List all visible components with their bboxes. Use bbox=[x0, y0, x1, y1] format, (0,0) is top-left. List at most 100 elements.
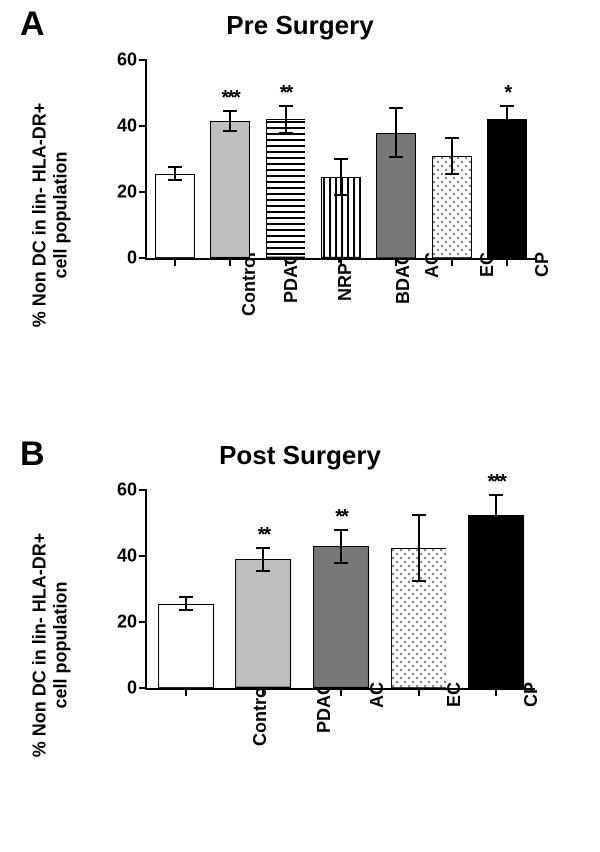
xtick bbox=[495, 688, 497, 696]
errorbar-stem bbox=[262, 548, 264, 571]
bar bbox=[235, 559, 291, 688]
bar bbox=[158, 604, 214, 688]
errorbar-cap bbox=[168, 179, 182, 181]
bar-slot: EC bbox=[380, 490, 458, 688]
errorbar-stem bbox=[451, 138, 453, 174]
ytick-label: 60 bbox=[97, 50, 137, 71]
xtick bbox=[506, 258, 508, 266]
ytick-label: 20 bbox=[97, 182, 137, 203]
ytick bbox=[139, 555, 147, 557]
panel-letter-a: A bbox=[20, 5, 45, 44]
ytick bbox=[139, 489, 147, 491]
errorbar-stem bbox=[340, 530, 342, 563]
xtick bbox=[340, 258, 342, 266]
bar-slot: NRPT** bbox=[258, 60, 313, 258]
ytick bbox=[139, 191, 147, 193]
bar-slot: BDAC bbox=[313, 60, 368, 258]
bar-slot: PDAC** bbox=[225, 490, 303, 688]
xtick-label: CP bbox=[521, 682, 542, 707]
ytick-label: 0 bbox=[97, 678, 137, 699]
errorbar-cap bbox=[445, 137, 459, 139]
ytick bbox=[139, 621, 147, 623]
errorbar-cap bbox=[389, 156, 403, 158]
bar bbox=[155, 174, 195, 258]
errorbar-cap bbox=[445, 173, 459, 175]
ytick bbox=[139, 257, 147, 259]
xtick bbox=[285, 258, 287, 266]
errorbar-cap bbox=[412, 514, 426, 516]
errorbar-stem bbox=[418, 515, 420, 581]
xtick bbox=[174, 258, 176, 266]
bar-slot: PDAC*** bbox=[202, 60, 257, 258]
xtick-label: CP bbox=[532, 252, 553, 277]
xtick bbox=[262, 688, 264, 696]
errorbar-cap bbox=[279, 105, 293, 107]
errorbar-cap bbox=[256, 570, 270, 572]
bar bbox=[210, 121, 250, 258]
errorbar-cap bbox=[223, 110, 237, 112]
errorbar-cap bbox=[500, 132, 514, 134]
bar bbox=[266, 119, 306, 258]
errorbar-stem bbox=[229, 111, 231, 131]
bar bbox=[487, 119, 527, 258]
bar-slot: Control bbox=[147, 60, 202, 258]
bar-slot: Control bbox=[147, 490, 225, 688]
bar-slot: EC bbox=[424, 60, 479, 258]
significance-marker: ** bbox=[258, 524, 270, 547]
xtick-label: Control bbox=[250, 682, 271, 746]
bar-slot: AC bbox=[369, 60, 424, 258]
xtick-label: NRPT bbox=[335, 252, 356, 301]
errorbar-cap bbox=[334, 158, 348, 160]
errorbar-cap bbox=[412, 580, 426, 582]
errorbar-stem bbox=[340, 159, 342, 195]
errorbar-cap bbox=[489, 494, 503, 496]
ytick bbox=[139, 125, 147, 127]
ytick-label: 40 bbox=[97, 116, 137, 137]
chart-b: % Non DC in lin- HLA-DR+ cell population… bbox=[50, 480, 550, 810]
xtick-label: PDAC bbox=[314, 682, 335, 733]
errorbar-cap bbox=[500, 105, 514, 107]
significance-marker: * bbox=[504, 82, 510, 105]
ytick-label: 40 bbox=[97, 546, 137, 567]
errorbar-cap bbox=[279, 132, 293, 134]
chart-a: % Non DC in lin- HLA-DR+ cell population… bbox=[50, 50, 550, 380]
xtick-label: Control bbox=[239, 252, 260, 316]
ytick-label: 60 bbox=[97, 480, 137, 501]
panel-title-b: Post Surgery bbox=[50, 440, 550, 471]
xtick bbox=[185, 688, 187, 696]
yaxis-title-b: % Non DC in lin- HLA-DR+ cell population bbox=[29, 515, 70, 775]
errorbar-stem bbox=[495, 495, 497, 535]
significance-marker: ** bbox=[280, 82, 292, 105]
errorbar-stem bbox=[395, 108, 397, 158]
panel-a: A Pre Surgery % Non DC in lin- HLA-DR+ c… bbox=[50, 10, 550, 400]
bar-slot: CP*** bbox=[457, 490, 535, 688]
xtick bbox=[418, 688, 420, 696]
errorbar-cap bbox=[334, 529, 348, 531]
errorbar-cap bbox=[168, 166, 182, 168]
errorbar-cap bbox=[179, 609, 193, 611]
errorbar-cap bbox=[334, 194, 348, 196]
significance-marker: ** bbox=[335, 506, 347, 529]
ytick-label: 20 bbox=[97, 612, 137, 633]
errorbar-stem bbox=[506, 106, 508, 132]
plot-area-a: 0204060ControlPDAC***NRPT**BDACACECCP* bbox=[145, 60, 535, 260]
errorbar-cap bbox=[223, 130, 237, 132]
errorbar-cap bbox=[256, 547, 270, 549]
errorbar-cap bbox=[389, 107, 403, 109]
ytick bbox=[139, 59, 147, 61]
bar-slot: AC** bbox=[302, 490, 380, 688]
panel-b: B Post Surgery % Non DC in lin- HLA-DR+ … bbox=[50, 440, 550, 830]
xtick bbox=[229, 258, 231, 266]
yaxis-title-a: % Non DC in lin- HLA-DR+ cell population bbox=[29, 85, 70, 345]
plot-area-b: 0204060ControlPDAC**AC**ECCP*** bbox=[145, 490, 535, 690]
ytick-label: 0 bbox=[97, 248, 137, 269]
bar-slot: CP* bbox=[480, 60, 535, 258]
significance-marker: *** bbox=[221, 87, 238, 110]
xtick bbox=[340, 688, 342, 696]
bar bbox=[313, 546, 369, 688]
errorbar-cap bbox=[334, 562, 348, 564]
ytick bbox=[139, 687, 147, 689]
panel-title-a: Pre Surgery bbox=[50, 10, 550, 41]
errorbar-stem bbox=[285, 106, 287, 132]
significance-marker: *** bbox=[488, 471, 505, 494]
